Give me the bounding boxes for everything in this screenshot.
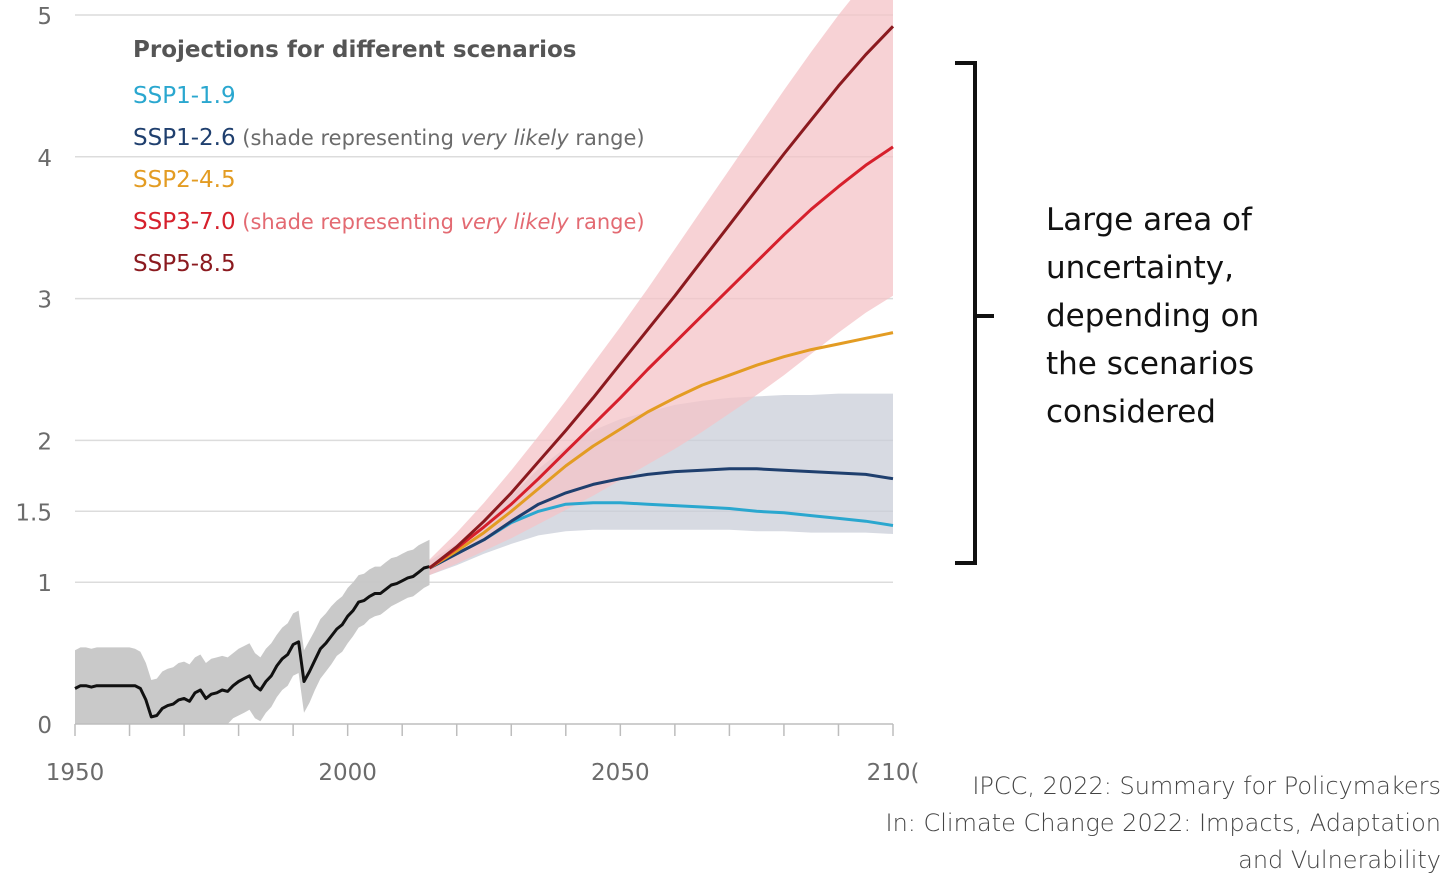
- x-tick-label: 2000: [318, 760, 377, 786]
- y-tick-label: 5: [37, 4, 52, 30]
- legend-label: SSP1-1.9: [133, 83, 236, 109]
- y-tick-label: 2: [37, 429, 52, 455]
- bracket: [955, 61, 994, 565]
- x-tick-label: 2050: [591, 760, 650, 786]
- legend-note-italic: very likely: [461, 210, 570, 234]
- legend-label: SSP1-2.6: [133, 125, 236, 151]
- annotation-line: depending on: [1046, 298, 1260, 334]
- bracket-icon: [955, 61, 977, 565]
- legend: Projections for different scenarios SSP1-…: [133, 37, 645, 277]
- series-line-ssp2-45: [428, 331, 894, 570]
- band-ssp1-26: [429, 393, 893, 576]
- legend-label: SSP5-8.5: [133, 251, 236, 277]
- legend-entry: SSP5-8.5: [133, 251, 236, 277]
- series-line-ssp3-70: [428, 145, 894, 570]
- citation: IPCC, 2022: Summary for Policymakers In:…: [886, 768, 1442, 879]
- legend-entry: SSP3-7.0 (shade representing very likely…: [133, 209, 645, 235]
- series-lines: [74, 25, 895, 719]
- legend-label: SSP2-4.5: [133, 167, 236, 193]
- y-tick-label: 3: [37, 288, 52, 314]
- y-tick-label: 4: [37, 146, 52, 172]
- legend-label: SSP3-7.0: [133, 209, 236, 235]
- legend-title: Projections for different scenarios: [133, 37, 576, 63]
- historical-line: [74, 565, 430, 719]
- series-line-ssp5-85: [428, 25, 895, 570]
- legend-note: (shade representing: [236, 126, 461, 150]
- citation-line: and Vulnerability: [1238, 846, 1441, 874]
- legend-entry: SSP1-2.6 (shade representing very likely…: [133, 125, 645, 151]
- y-tick-label: 0: [37, 713, 52, 739]
- x-tick-label: 210(: [867, 760, 920, 786]
- annotation-line: the scenarios: [1046, 346, 1255, 382]
- y-tick-label: 1: [37, 571, 52, 597]
- citation-line: In: Climate Change 2022: Impacts, Adapta…: [885, 809, 1442, 837]
- annotation-text: Large area of uncertainty, depending on …: [1046, 196, 1366, 436]
- legend-entry: SSP2-4.5: [133, 167, 236, 193]
- legend-note: (shade representing: [236, 210, 461, 234]
- x-tick-label: 1950: [46, 760, 105, 786]
- annotation-line: Large area of: [1046, 202, 1252, 238]
- legend-note-italic: very likely: [461, 126, 570, 150]
- citation-line: IPCC, 2022: Summary for Policymakers: [972, 772, 1441, 800]
- axes: 0 1 1.5 2 3 4 5 1950 2000 2050 210(: [15, 4, 919, 786]
- historical-band: [75, 539, 430, 724]
- band-ssp3-70: [429, 0, 893, 576]
- legend-entry: SSP1-1.9: [133, 83, 236, 109]
- legend-note: range): [569, 210, 645, 234]
- uncertainty-bands: [75, 0, 893, 724]
- y-tick-label: 1.5: [15, 500, 52, 526]
- annotation-line: considered: [1046, 394, 1216, 430]
- legend-note: range): [569, 126, 645, 150]
- series-line-ssp1-26: [428, 467, 894, 570]
- annotation-line: uncertainty,: [1046, 250, 1234, 286]
